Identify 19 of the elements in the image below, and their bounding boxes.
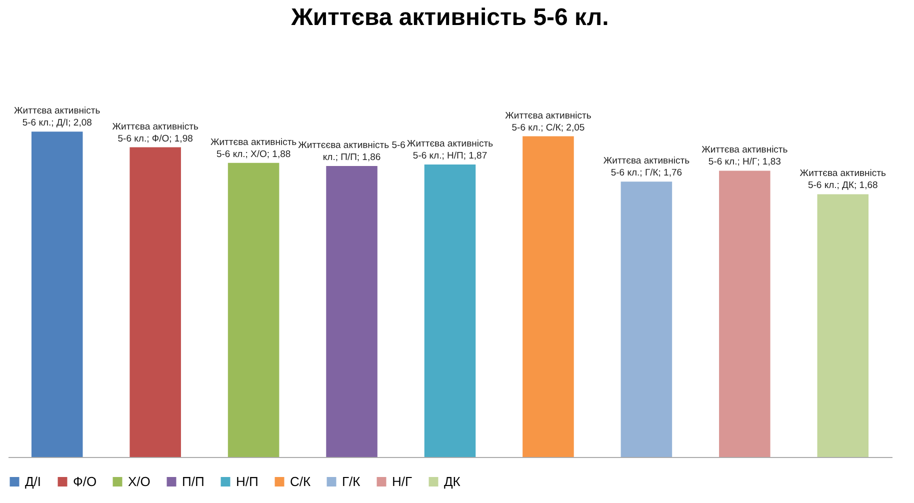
legend-label: Ф/О (73, 474, 97, 489)
data-label: Життєва активність 5-6 кл.; Ф/О; 1,98 (112, 121, 198, 144)
legend-label: Д/І (25, 474, 42, 489)
data-label: Життєєва активність 5-6 кл.; П/П; 1,86 (298, 140, 406, 164)
legend-label: ДК (444, 474, 461, 489)
data-label: Життєва активність 5-6 кл.; Н/П; 1,87 (406, 138, 494, 162)
legend-label: Н/Г (392, 474, 412, 489)
legend-label: П/П (182, 474, 204, 489)
chart-title: Життєва активність 5-6 кл. (290, 4, 609, 31)
legend-label: Н/П (236, 474, 258, 489)
legend-label: Х/О (128, 474, 150, 489)
data-label: Життєва активність 5-6 кл.; Х/О; 1,88 (210, 136, 297, 160)
legend-label: Г/К (342, 474, 361, 489)
data-label: Життєва активність 5-6 кл.; С/К; 2,05 (505, 110, 592, 134)
data-label: Життєва активність 5-6 кл.; Г/К; 1,76 (603, 156, 690, 179)
legend-label: С/К (290, 474, 311, 489)
data-label: Життєва активність 5-6 кл.; Н/Г; 1,83 (702, 144, 788, 168)
data-label: Життєва активність 5-6 кл.; ДК; 1,68 (800, 168, 886, 192)
data-label: Життєва активність 5-6 кл.; Д/І; 2,08 (14, 106, 100, 129)
